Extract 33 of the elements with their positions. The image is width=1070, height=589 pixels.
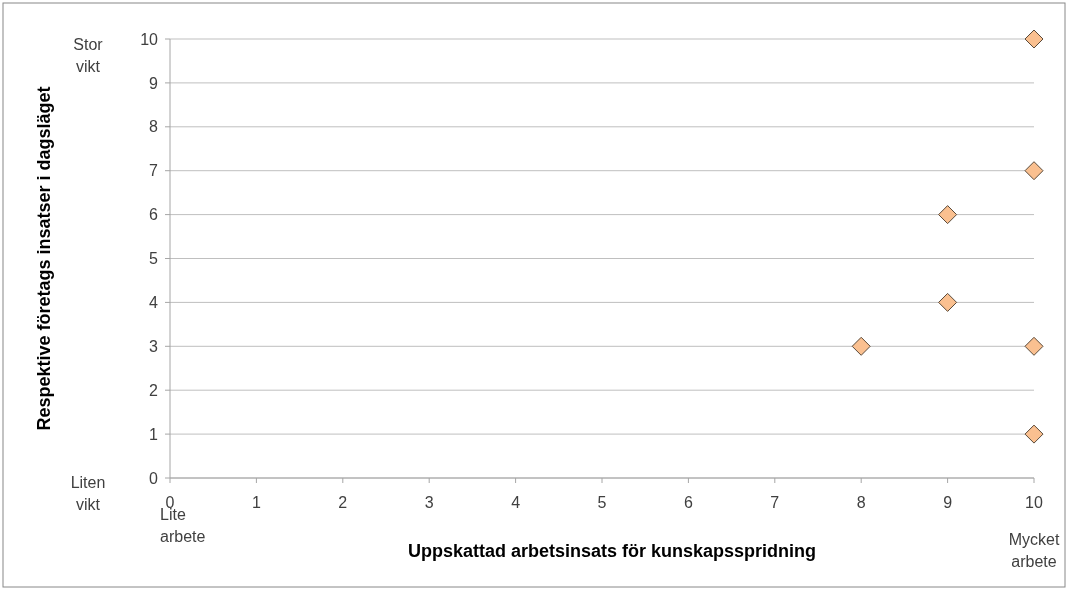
- y-tick-label: 8: [149, 118, 159, 136]
- text: Mycket arbete: [1008, 531, 1060, 570]
- y-tick-label: 4: [149, 294, 159, 311]
- point: [1024, 29, 1044, 49]
- x-axis-title: Uppskattad arbetsinsats för kunskapsspridning: [407, 541, 817, 561]
- x-tick-label: 5: [597, 494, 607, 511]
- point: [851, 336, 871, 356]
- y-tick-label: 3: [149, 337, 159, 355]
- text: Liten vikt: [70, 474, 106, 513]
- y-axis-title: Respektive företags insatser i dagsläget: [34, 86, 54, 431]
- y-tick-label: 0: [149, 469, 159, 487]
- point: [938, 205, 958, 225]
- x-tick-label: 7: [770, 494, 780, 511]
- x-tick-label: 4: [511, 494, 521, 511]
- y-tick-label: 1: [149, 425, 159, 443]
- x-tick-label: 3: [424, 494, 434, 511]
- y-tick-label: 7: [149, 162, 159, 180]
- point: [1024, 336, 1044, 356]
- x-tick-label: 6: [683, 494, 693, 511]
- y-tick-label: 5: [149, 250, 159, 268]
- x-tick-label: 10: [1025, 494, 1043, 511]
- y-tick-label: 6: [149, 206, 159, 224]
- x-tick-label: 8: [856, 494, 866, 511]
- x-tick-label: 1: [251, 494, 261, 511]
- y-tick-label: 10: [140, 30, 159, 48]
- x-tick-label: 9: [943, 494, 953, 511]
- point: [938, 292, 958, 312]
- point: [1024, 161, 1044, 181]
- text: Stor vikt: [73, 36, 104, 75]
- y-tick-label: 9: [149, 74, 159, 92]
- point: [1024, 424, 1044, 444]
- x-tick-label: 2: [338, 494, 348, 511]
- y-tick-label: 2: [149, 381, 159, 399]
